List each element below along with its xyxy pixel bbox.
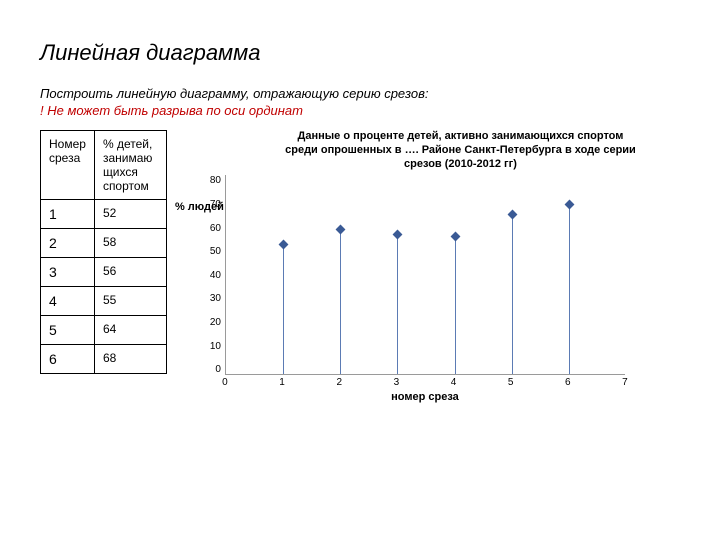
x-tick: 7 — [622, 377, 628, 388]
table-cell: 2 — [41, 229, 95, 258]
page-title: Линейная диаграмма — [40, 40, 680, 66]
table-cell: 55 — [94, 287, 166, 316]
y-tick: 0 — [215, 364, 221, 375]
table-row: 258 — [41, 229, 167, 258]
table-cell: 4 — [41, 287, 95, 316]
marker-diamond-icon — [507, 209, 517, 219]
chart-title-line2: среди опрошенных в …. Районе Санкт-Петер… — [285, 144, 636, 156]
stem — [569, 204, 570, 374]
table-cell: 3 — [41, 258, 95, 287]
y-tick: 30 — [210, 293, 221, 304]
table-cell: 52 — [94, 200, 166, 229]
table-cell: 1 — [41, 200, 95, 229]
x-axis-label: номер среза — [225, 391, 625, 403]
marker-diamond-icon — [393, 229, 403, 239]
y-tick: 40 — [210, 270, 221, 281]
table-cell: 5 — [41, 316, 95, 345]
y-tick: 50 — [210, 246, 221, 257]
chart-title: Данные о проценте детей, активно занимаю… — [191, 130, 680, 171]
stem — [283, 244, 284, 374]
chart-title-line1: Данные о проценте детей, активно занимаю… — [298, 130, 624, 142]
y-tick: 20 — [210, 317, 221, 328]
chart-title-line3: срезов (2010-2012 гг) — [404, 158, 517, 170]
col-header-1: % детей, занимаю щихся спортом — [94, 131, 166, 200]
table-row: 455 — [41, 287, 167, 316]
x-tick: 3 — [394, 377, 400, 388]
y-tick: 10 — [210, 341, 221, 352]
x-tick: 2 — [336, 377, 342, 388]
marker-diamond-icon — [450, 232, 460, 242]
y-tick: 60 — [210, 223, 221, 234]
plot-area — [225, 175, 625, 375]
marker-diamond-icon — [564, 199, 574, 209]
table-cell: 56 — [94, 258, 166, 287]
x-tick: 4 — [451, 377, 457, 388]
warning-text: ! Не может быть разрыва по оси ординат — [40, 103, 680, 118]
x-tick: 6 — [565, 377, 571, 388]
stem — [455, 237, 456, 375]
data-table: Номер среза % детей, занимаю щихся спорт… — [40, 130, 167, 374]
table-row: 356 — [41, 258, 167, 287]
table-cell: 64 — [94, 316, 166, 345]
subtitle: Построить линейную диаграмму, отражающую… — [40, 86, 680, 101]
table-row: 564 — [41, 316, 167, 345]
marker-diamond-icon — [336, 224, 346, 234]
table-cell: 6 — [41, 345, 95, 374]
chart-region: Данные о проценте детей, активно занимаю… — [191, 130, 680, 403]
stem — [397, 234, 398, 374]
table-header-row: Номер среза % детей, занимаю щихся спорт… — [41, 131, 167, 200]
x-axis: 0 1 2 3 4 5 6 7 — [225, 375, 625, 389]
y-tick: 80 — [210, 175, 221, 186]
table-cell: 68 — [94, 345, 166, 374]
marker-diamond-icon — [279, 239, 289, 249]
x-tick: 5 — [508, 377, 514, 388]
col-header-0: Номер среза — [41, 131, 95, 200]
stem — [340, 229, 341, 374]
table-cell: 58 — [94, 229, 166, 258]
x-tick: 1 — [279, 377, 285, 388]
stem — [512, 214, 513, 374]
x-tick: 0 — [222, 377, 228, 388]
y-axis-label: % людей — [175, 201, 224, 213]
chart-body: % людей 80706050403020100 — [191, 175, 680, 375]
content-row: Номер среза % детей, занимаю щихся спорт… — [40, 130, 680, 403]
table-row: 152 — [41, 200, 167, 229]
table-row: 668 — [41, 345, 167, 374]
